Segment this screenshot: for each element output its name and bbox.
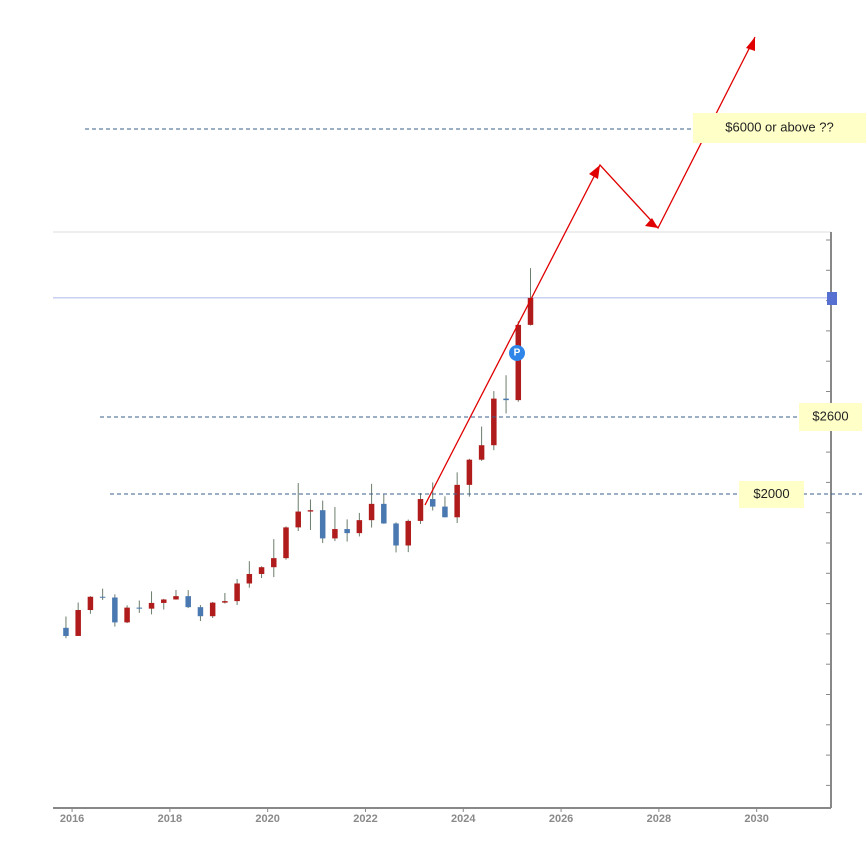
candle-body (209, 602, 216, 617)
arrow-head (589, 165, 600, 179)
candle-body (405, 520, 412, 546)
candle-body (75, 610, 81, 636)
arrow-heads (589, 37, 755, 228)
candle-body (148, 602, 155, 609)
candle-body (332, 529, 338, 539)
x-tick-label: 2024 (451, 813, 476, 825)
candle-body (503, 398, 509, 401)
candle-body (173, 596, 179, 600)
arrow-head (746, 37, 755, 51)
candle-body (136, 607, 143, 609)
annotation-text: $2000 (753, 486, 789, 501)
candle-body (295, 511, 301, 528)
candle-body (417, 499, 424, 521)
candle-body (283, 527, 289, 559)
candle-body (99, 596, 106, 598)
candle-body (515, 324, 522, 401)
candle-body (271, 558, 277, 568)
p-badge (509, 345, 525, 361)
candle-body (356, 520, 363, 534)
annotation-box (739, 481, 804, 508)
candle-body (368, 503, 375, 521)
candle-body (429, 499, 436, 507)
candle-body (161, 599, 167, 603)
candle-body (478, 445, 485, 460)
x-tick-label: 2026 (549, 813, 573, 825)
x-tick-label: 2028 (647, 813, 671, 825)
forecast-arrows (424, 36, 756, 506)
candle-body (63, 627, 69, 636)
candle-body (258, 567, 265, 574)
annotation-text: $6000 or above ?? (725, 119, 833, 134)
candle-body (344, 529, 350, 534)
x-tick-label: 2018 (158, 813, 182, 825)
plot (53, 268, 831, 639)
candle-body (307, 510, 314, 512)
arrow-head (645, 218, 658, 228)
annotation-text: $2600 (812, 408, 848, 423)
candle-body (319, 510, 326, 539)
candle-body (234, 583, 240, 602)
candle-body (246, 573, 253, 584)
candle-body (185, 596, 191, 608)
price-marker (827, 292, 837, 305)
candle-body (454, 484, 460, 518)
x-tick-label: 2020 (255, 813, 279, 825)
candle-body (381, 503, 387, 524)
x-tick-label: 2030 (744, 813, 768, 825)
candle-body (527, 297, 534, 325)
candle-body (124, 607, 130, 623)
candle-body (87, 596, 94, 611)
annotation-box (799, 403, 862, 431)
x-tick-label: 2022 (353, 813, 377, 825)
candle-body (442, 506, 448, 518)
candle-body (197, 607, 204, 617)
arrow-path (424, 36, 756, 506)
annotation-box (693, 113, 866, 143)
p-badge-letter: P (514, 348, 521, 359)
candle-body (393, 523, 399, 546)
candle-body (222, 601, 228, 603)
candle-body (112, 597, 118, 623)
x-tick-label: 2016 (60, 813, 84, 825)
y-axis-ticks (826, 239, 831, 786)
candle-body (466, 459, 473, 485)
candle-body (491, 398, 497, 446)
